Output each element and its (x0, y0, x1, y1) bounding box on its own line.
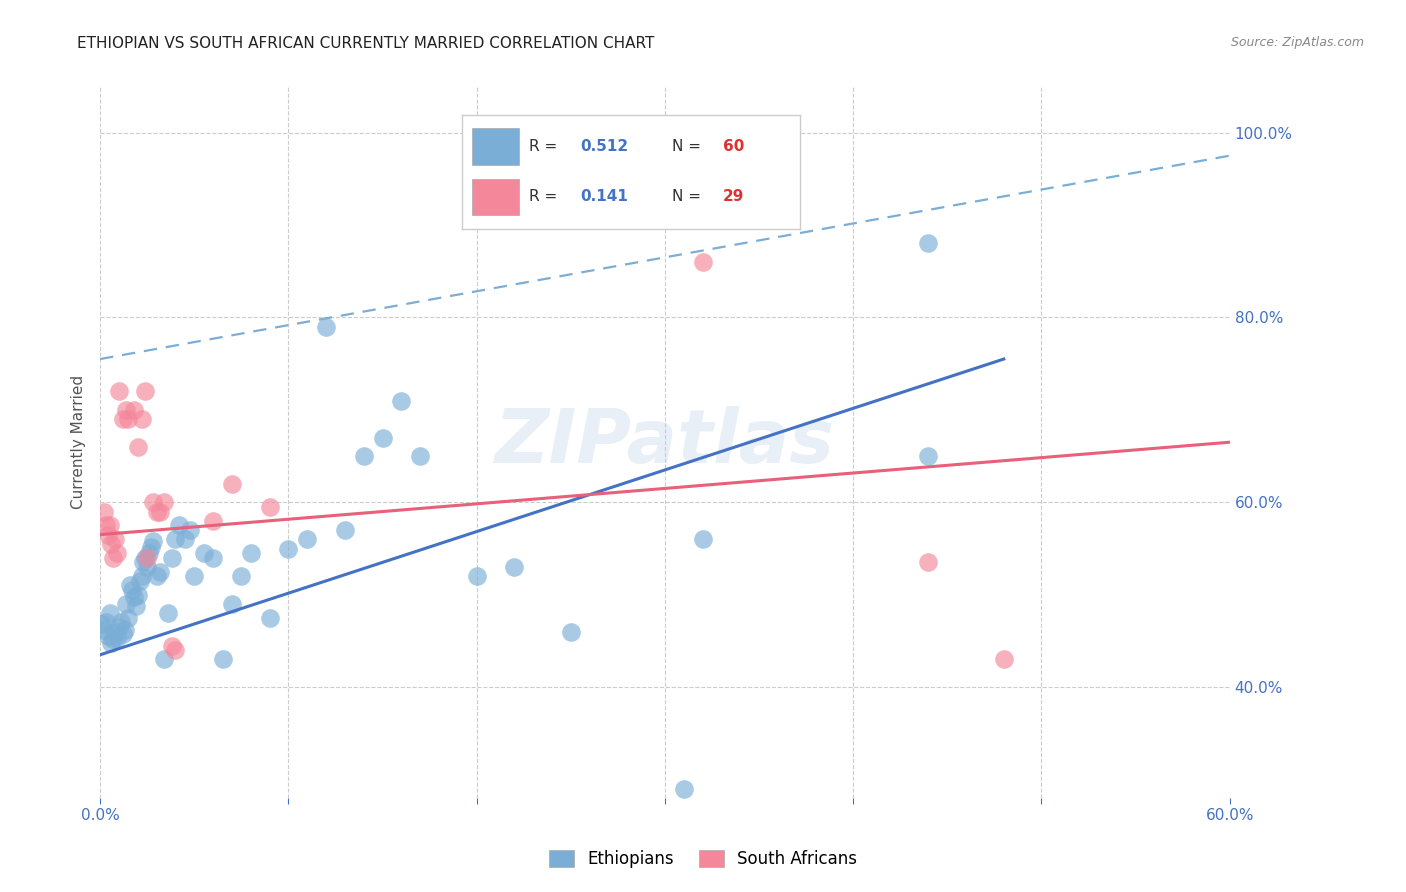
Point (93, 504, 115, 518)
Point (104, 533, 127, 547)
Point (134, 384, 156, 399)
Point (692, 255, 714, 269)
Point (156, 606, 179, 620)
Point (100, 537, 122, 551)
Point (97, 527, 120, 541)
Point (132, 555, 155, 569)
Point (105, 546, 128, 560)
Text: ETHIOPIAN VS SOUTH AFRICAN CURRENTLY MARRIED CORRELATION CHART: ETHIOPIAN VS SOUTH AFRICAN CURRENTLY MAR… (77, 36, 655, 51)
Point (149, 565, 172, 579)
Point (211, 652, 233, 666)
Point (97, 629, 120, 643)
Point (122, 590, 145, 604)
Point (409, 449, 432, 463)
Point (917, 236, 939, 251)
Point (692, 533, 714, 547)
Point (105, 631, 128, 645)
Point (111, 412, 134, 426)
Y-axis label: Currently Married: Currently Married (72, 376, 86, 509)
Point (917, 555, 939, 569)
Point (108, 384, 131, 399)
Point (100, 636, 122, 650)
Point (672, 781, 695, 796)
Point (115, 597, 138, 611)
Point (94, 615, 117, 629)
Point (98, 518, 121, 533)
Point (91, 617, 114, 632)
Point (131, 412, 153, 426)
Point (120, 578, 142, 592)
Point (104, 624, 127, 639)
Point (98, 606, 121, 620)
Point (202, 514, 225, 528)
Point (136, 550, 159, 565)
Point (202, 550, 225, 565)
Point (127, 588, 149, 602)
Point (103, 550, 125, 565)
Point (353, 449, 375, 463)
Point (560, 624, 582, 639)
Point (259, 500, 281, 514)
Point (993, 652, 1015, 666)
Point (127, 440, 149, 454)
Point (110, 615, 132, 630)
Text: ZIPatlas: ZIPatlas (495, 406, 835, 479)
Point (167, 518, 190, 533)
Point (160, 550, 183, 565)
Point (917, 449, 939, 463)
Point (231, 569, 253, 583)
Point (221, 597, 243, 611)
Point (117, 611, 139, 625)
Point (333, 523, 356, 537)
Point (153, 652, 176, 666)
Text: Source: ZipAtlas.com: Source: ZipAtlas.com (1230, 36, 1364, 49)
Point (94, 518, 117, 533)
Point (117, 412, 139, 426)
Point (165, 643, 187, 657)
Point (173, 533, 195, 547)
Point (139, 540, 162, 554)
Point (259, 611, 281, 625)
Point (183, 569, 205, 583)
Point (160, 639, 183, 653)
Point (131, 569, 153, 583)
Point (193, 546, 215, 560)
Point (108, 620, 131, 634)
Point (297, 533, 319, 547)
Point (114, 623, 136, 637)
Point (111, 626, 134, 640)
Point (165, 533, 187, 547)
Point (122, 402, 145, 417)
Point (371, 431, 394, 445)
Point (136, 560, 159, 574)
Point (153, 495, 176, 509)
Point (145, 504, 167, 518)
Point (145, 569, 167, 583)
Point (121, 583, 143, 598)
Point (115, 402, 138, 417)
Point (134, 550, 156, 565)
Point (142, 534, 165, 549)
Point (149, 504, 172, 518)
Point (138, 546, 160, 560)
Point (142, 495, 165, 509)
Point (389, 393, 412, 408)
Point (179, 523, 201, 537)
Point (103, 632, 125, 646)
Point (277, 541, 299, 556)
Point (93, 623, 115, 637)
Point (128, 574, 150, 588)
Point (239, 546, 262, 560)
Point (125, 599, 148, 613)
Point (221, 476, 243, 491)
Point (315, 319, 337, 334)
Point (503, 560, 526, 574)
Point (465, 569, 488, 583)
Legend: Ethiopians, South Africans: Ethiopians, South Africans (543, 843, 863, 875)
